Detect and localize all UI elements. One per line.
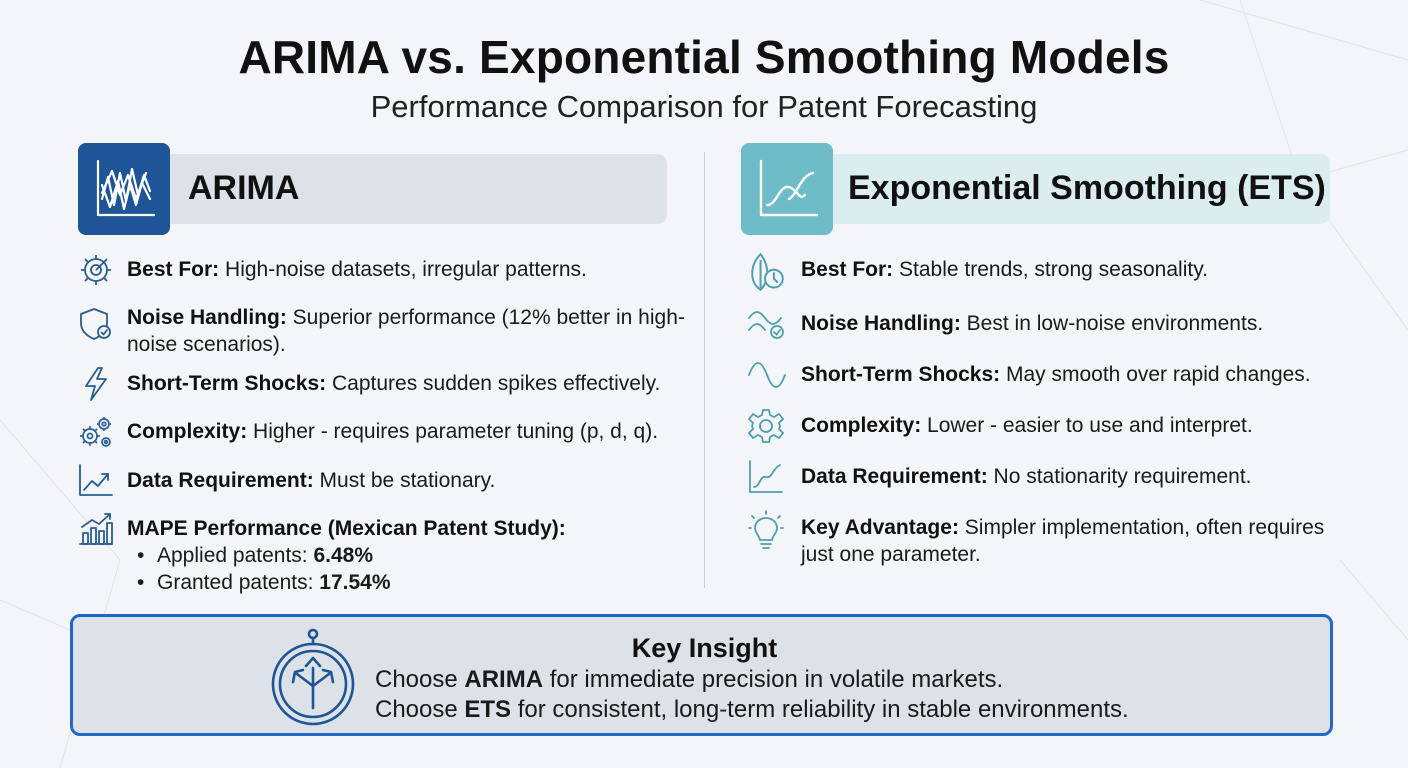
lightning-icon (85, 367, 107, 401)
arima-header-title: ARIMA (188, 169, 300, 207)
key-insight-line-arima: Choose ARIMA for immediate precision in … (375, 666, 1004, 693)
mape-list: • Applied patents: 6.48% • Granted patents… (137, 542, 391, 596)
bar-chart-icon (79, 513, 113, 545)
ets-header-title: Exponential Smoothing (ETS) (848, 169, 1326, 207)
arima-volatile-chart-icon (78, 143, 170, 235)
list-item: • Granted patents: 17.54% (137, 571, 391, 594)
key-insight-title: Key Insight (631, 633, 778, 663)
trend-up-icon (79, 464, 113, 496)
page-subtitle: Performance Comparison for Patent Foreca… (370, 89, 1038, 124)
page-title: ARIMA vs. Exponential Smoothing Models (238, 31, 1170, 83)
gear-target-icon (81, 255, 111, 285)
lightbulb-icon (748, 510, 784, 549)
sine-wave-icon (748, 362, 786, 388)
leaf-clock-icon (751, 252, 784, 292)
ets-smooth-chart-icon (741, 143, 833, 235)
column-divider (704, 152, 705, 588)
curve-chart-icon (749, 460, 783, 493)
ets-header-bar (742, 154, 1330, 224)
wave-check-icon (748, 311, 784, 339)
arima-header-bar (78, 154, 667, 224)
shield-check-icon (80, 308, 111, 340)
gear-icon (748, 409, 784, 443)
compass-arrows-icon (271, 628, 355, 726)
key-insight-box: Key Insight Choose ARIMA for immediate p… (70, 614, 1333, 736)
gears-icon (80, 417, 111, 447)
list-item: • Applied patents: 6.48% (137, 544, 373, 567)
key-insight-line-ets: Choose ETS for consistent, long-term rel… (375, 696, 1129, 723)
